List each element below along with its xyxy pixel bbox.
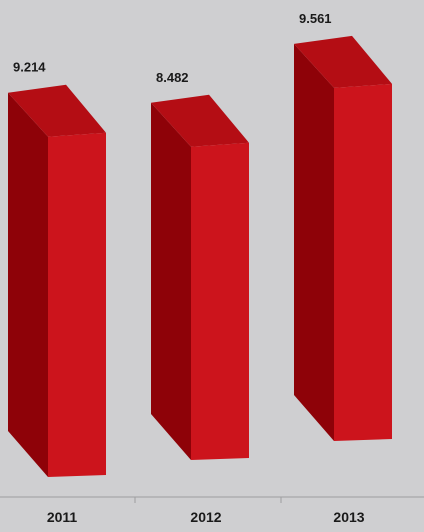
labels-group: 9.214 2011 8.482 2012 9.561 2013 <box>13 11 365 525</box>
bar-side-face <box>8 92 48 477</box>
bar-2011 <box>8 84 106 477</box>
bar-front-face <box>48 132 106 477</box>
bar-top-face <box>8 84 106 137</box>
value-label-2013: 9.561 <box>299 11 332 26</box>
bar-side-face <box>294 43 334 441</box>
x-axis-ticks <box>134 497 282 503</box>
bar-2012 <box>151 94 249 461</box>
bar-2013 <box>294 35 392 441</box>
category-label-2012: 2012 <box>190 509 221 525</box>
bar-front-face <box>334 83 392 441</box>
bar-top-face <box>294 35 392 88</box>
category-label-2013: 2013 <box>333 509 364 525</box>
bar-side-face <box>151 102 191 461</box>
bar-front-face <box>191 142 249 461</box>
category-label-2011: 2011 <box>47 509 78 525</box>
value-label-2011: 9.214 <box>13 60 46 75</box>
value-label-2012: 8.482 <box>156 70 189 85</box>
bar-top-face <box>151 94 249 147</box>
bars-group <box>8 35 392 477</box>
